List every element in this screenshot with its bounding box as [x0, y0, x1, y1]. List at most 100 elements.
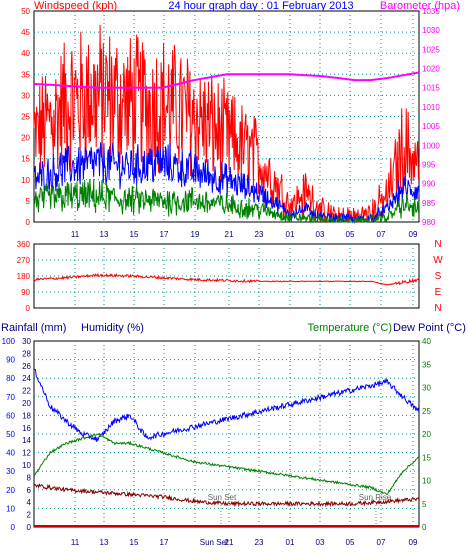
rain-ytick-7: 14 — [22, 436, 31, 445]
temp-ytick-5: 25 — [422, 407, 431, 416]
dir-ytick-1: 90 — [21, 288, 30, 297]
temp-ytick-1: 5 — [422, 500, 427, 509]
wind-xtick-7: 01 — [286, 230, 295, 239]
dir-ytick-0: 0 — [26, 304, 31, 313]
temp-xtick-9: 05 — [346, 538, 355, 547]
humidity-ytick-7: 70 — [6, 393, 15, 402]
rain-ytick-0: 0 — [27, 523, 32, 532]
humidity-ytick-10: 100 — [2, 337, 16, 346]
temp-ytick-8: 40 — [422, 337, 431, 346]
baro-ytick-0: 980 — [422, 218, 436, 227]
wind-direction-series — [33, 272, 420, 286]
rain-ytick-12: 24 — [22, 374, 31, 383]
temperature-axis-label: Temperature (°C) — [308, 322, 392, 334]
wind-xtick-0: 11 — [71, 230, 80, 239]
temp-ytick-0: 0 — [422, 523, 427, 532]
rain-ytick-14: 28 — [22, 349, 31, 358]
temperature-series — [33, 432, 420, 496]
wind-xtick-11: 09 — [409, 230, 418, 239]
rain-ytick-9: 18 — [22, 411, 31, 420]
baro-ytick-6: 1010 — [422, 103, 440, 112]
temp-ytick-4: 20 — [422, 430, 431, 439]
wind-ytick-10: 50 — [21, 7, 30, 16]
rain-ytick-13: 26 — [22, 362, 31, 371]
wind-xtick-1: 13 — [100, 230, 109, 239]
rain-ytick-2: 4 — [27, 498, 32, 507]
dir-ytick-2: 180 — [17, 272, 31, 281]
baro-ytick-9: 1025 — [422, 45, 440, 54]
wind-ytick-4: 20 — [21, 134, 30, 143]
baro-ytick-4: 1000 — [422, 141, 440, 150]
baro-ytick-11: 1035 — [422, 7, 440, 16]
temp-xtick-11: 09 — [409, 538, 418, 547]
temp-ytick-3: 15 — [422, 453, 431, 462]
humidity-ytick-3: 30 — [6, 467, 15, 476]
temp-ytick-7: 35 — [422, 360, 431, 369]
temp-ytick-2: 10 — [422, 477, 431, 486]
rain-ytick-6: 12 — [22, 449, 31, 458]
rain-ytick-4: 8 — [27, 473, 32, 482]
wind-ytick-8: 40 — [21, 49, 30, 58]
dir-ytick-4: 360 — [17, 240, 31, 249]
wind-xtick-3: 17 — [160, 230, 169, 239]
baro-ytick-7: 1015 — [422, 84, 440, 93]
temp-ytick-6: 30 — [422, 384, 431, 393]
humidity-axis-label: Humidity (%) — [81, 322, 144, 334]
wind-ytick-0: 0 — [26, 218, 31, 227]
wind-ytick-2: 10 — [21, 176, 30, 185]
temp-xtick-3: 17 — [160, 538, 169, 547]
wind-axis-label: Windspeed (kph) — [34, 0, 117, 12]
wind-ytick-6: 30 — [21, 91, 30, 100]
barometer-series — [33, 71, 420, 89]
wind-series-1 — [33, 142, 420, 224]
humidity-ytick-2: 20 — [6, 486, 15, 495]
wind-ytick-3: 15 — [21, 155, 30, 164]
temp-xtick-2: 15 — [130, 538, 139, 547]
temp-xtick-7: 01 — [286, 538, 295, 547]
baro-ytick-3: 995 — [422, 160, 436, 169]
humidity-ytick-4: 40 — [6, 449, 15, 458]
humidity-ytick-8: 80 — [6, 374, 15, 383]
barometer-axis-label: Barometer (hpa) — [380, 0, 460, 12]
wind-ytick-5: 25 — [21, 113, 30, 122]
rain-ytick-3: 6 — [27, 486, 32, 495]
baro-ytick-2: 990 — [422, 180, 436, 189]
baro-ytick-5: 1005 — [422, 122, 440, 131]
compass-label-4: N — [434, 303, 441, 314]
humidity-ytick-9: 90 — [6, 356, 15, 365]
temp-xtick-1: 13 — [100, 538, 109, 547]
temp-xtick-0: 11 — [71, 538, 80, 547]
wind-ytick-1: 5 — [26, 197, 31, 206]
temp-xtick-5: 21 — [225, 538, 234, 547]
wind-ytick-7: 35 — [21, 70, 30, 79]
rain-ytick-5: 10 — [22, 461, 31, 470]
temp-xtick-10: 07 — [377, 538, 386, 547]
wind-chart-title: 24 hour graph day : 01 February 2013 — [168, 0, 353, 12]
compass-label-3: E — [435, 287, 442, 298]
baro-ytick-1: 985 — [422, 199, 436, 208]
wind-xtick-9: 05 — [346, 230, 355, 239]
compass-label-0: N — [434, 239, 441, 250]
rainfall-axis-label: Rainfall (mm) — [1, 322, 66, 334]
sunset-annotation: Sun Set — [208, 493, 237, 502]
humidity-ytick-0: 0 — [11, 523, 16, 532]
wind-xtick-8: 03 — [316, 230, 325, 239]
temp-xtick-6: 23 — [255, 538, 264, 547]
compass-label-1: W — [433, 255, 443, 266]
rain-ytick-8: 16 — [22, 424, 31, 433]
baro-ytick-8: 1020 — [422, 65, 440, 74]
compass-label-2: S — [435, 271, 442, 282]
wind-xtick-5: 21 — [225, 230, 234, 239]
humidity-ytick-5: 50 — [6, 430, 15, 439]
rain-ytick-15: 30 — [22, 337, 31, 346]
wind-xtick-6: 23 — [255, 230, 264, 239]
rain-ytick-1: 2 — [27, 511, 32, 520]
wind-series-2 — [33, 179, 420, 224]
rain-ytick-10: 20 — [22, 399, 31, 408]
wind-xtick-4: 19 — [191, 230, 200, 239]
dewpoint-axis-label: Dew Point (°C) — [393, 322, 466, 334]
baro-ytick-10: 1030 — [422, 26, 440, 35]
dewpoint-series — [33, 483, 420, 508]
